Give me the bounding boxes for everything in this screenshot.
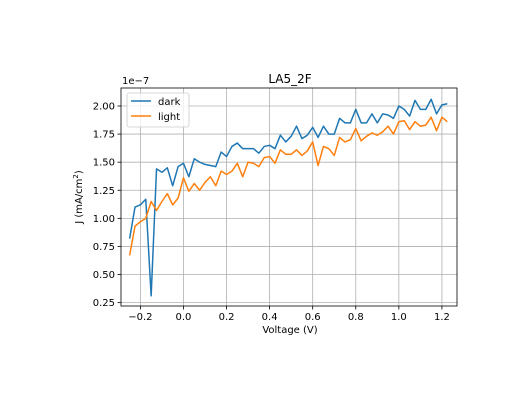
y-axis-label-superscript: 2 xyxy=(72,174,80,178)
y-tick-label: 1.75 xyxy=(93,130,115,141)
y-tick-label: 0.75 xyxy=(93,242,115,253)
y-tick-label: 0.25 xyxy=(93,298,115,309)
legend: dark light xyxy=(126,92,190,128)
legend-label-light: light xyxy=(158,112,180,123)
series-line-dark xyxy=(128,98,448,297)
x-axis-label: Voltage (V) xyxy=(262,325,317,336)
chart-title: LA5_2F xyxy=(268,72,311,86)
y-tick-label: 0.50 xyxy=(93,270,115,281)
x-tick-label: −0.2 xyxy=(128,312,152,323)
y-tick-label: 1.25 xyxy=(93,186,115,197)
y-axis-label-main: J (mA/cm xyxy=(74,179,85,225)
series-line-light xyxy=(128,116,448,256)
x-axis-ticks: −0.2 0.0 0.2 0.4 0.6 0.8 1.0 1.2 xyxy=(128,306,450,323)
series-layer xyxy=(128,98,448,297)
y-tick-label: 2.00 xyxy=(93,101,115,112)
legend-label-dark: dark xyxy=(158,97,181,108)
y-axis-label: J (mA/cm2) xyxy=(72,170,85,225)
x-tick-label: 0.2 xyxy=(219,312,235,323)
x-tick-label: 1.0 xyxy=(391,312,407,323)
x-tick-label: 0.0 xyxy=(176,312,192,323)
y-tick-label: 1.00 xyxy=(93,214,115,225)
axes-frame xyxy=(120,87,458,307)
x-tick-label: 0.4 xyxy=(262,312,278,323)
y-axis-offset-label: 1e−7 xyxy=(122,76,149,87)
y-axis-label-close: ) xyxy=(74,170,85,174)
x-tick-label: 0.6 xyxy=(305,312,321,323)
y-axis-ticks: 0.25 0.50 0.75 1.00 1.25 1.50 1.75 2.00 xyxy=(93,101,121,309)
grid xyxy=(121,88,457,306)
x-tick-label: 0.8 xyxy=(348,312,364,323)
x-tick-label: 1.2 xyxy=(434,312,450,323)
y-tick-label: 1.50 xyxy=(93,158,115,169)
